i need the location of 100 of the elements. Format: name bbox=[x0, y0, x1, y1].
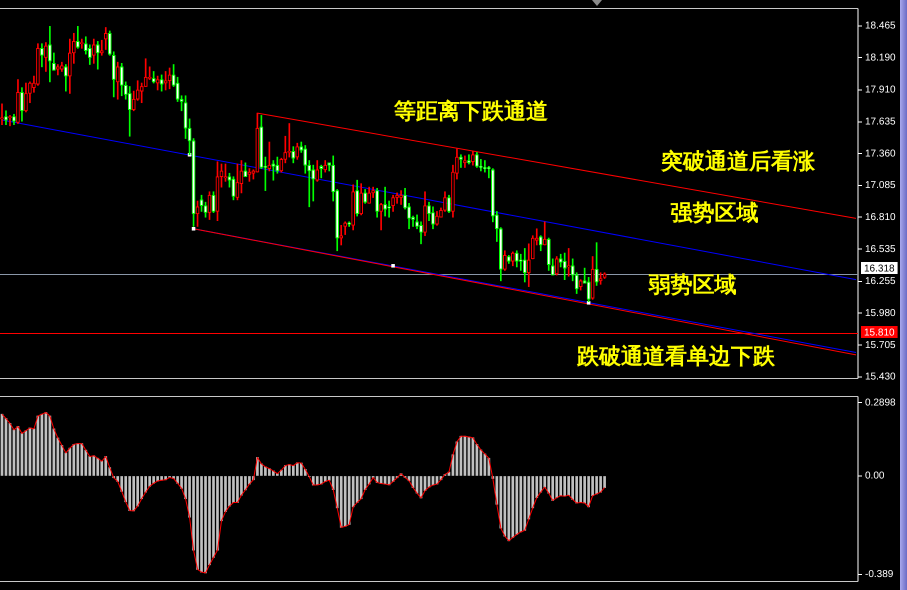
candlestick bbox=[435, 211, 439, 226]
candlestick bbox=[272, 160, 276, 181]
candlestick bbox=[506, 255, 511, 264]
candlestick bbox=[598, 272, 602, 285]
candlestick bbox=[359, 183, 363, 216]
bar bbox=[523, 476, 526, 531]
candlestick bbox=[24, 82, 28, 112]
candlestick bbox=[164, 71, 168, 90]
bar bbox=[72, 444, 76, 476]
bar bbox=[571, 476, 574, 500]
candlestick bbox=[431, 206, 435, 230]
annotation: 强势区域 bbox=[670, 200, 759, 226]
candlestick bbox=[467, 154, 471, 164]
candlestick bbox=[546, 238, 551, 271]
bar bbox=[0, 414, 4, 476]
bar bbox=[559, 476, 562, 496]
candlestick bbox=[92, 38, 96, 64]
y-tick-label: 15.705 bbox=[865, 340, 896, 351]
bar bbox=[128, 476, 132, 511]
bar bbox=[575, 476, 578, 504]
candlestick bbox=[0, 104, 4, 126]
bar bbox=[563, 476, 566, 497]
candlestick bbox=[56, 64, 60, 76]
candlestick bbox=[156, 76, 160, 90]
candlestick bbox=[578, 279, 582, 290]
candlestick bbox=[244, 162, 248, 178]
bar bbox=[579, 476, 582, 503]
y-tick-label: 16.255 bbox=[865, 276, 896, 288]
candlestick bbox=[212, 191, 216, 213]
candlestick bbox=[399, 190, 403, 205]
bar bbox=[595, 476, 598, 494]
bar bbox=[232, 476, 235, 503]
candlestick bbox=[168, 68, 172, 90]
candlestick bbox=[319, 164, 324, 178]
bar bbox=[420, 476, 422, 498]
y-tick-label: 17.085 bbox=[865, 180, 896, 192]
bar bbox=[511, 476, 514, 538]
bar bbox=[44, 412, 48, 476]
annotation: 弱势区域 bbox=[647, 272, 736, 298]
bar bbox=[16, 426, 20, 476]
bar bbox=[344, 476, 347, 527]
annotation: 跌破通道看单边下跌 bbox=[576, 344, 776, 370]
bar bbox=[68, 448, 72, 476]
candlestick bbox=[315, 160, 320, 182]
candlestick bbox=[64, 64, 68, 92]
bar bbox=[36, 416, 40, 476]
bar bbox=[96, 458, 100, 476]
bar bbox=[132, 476, 136, 512]
y-tick-label: 18.465 bbox=[865, 20, 896, 32]
bar bbox=[196, 476, 199, 570]
candlestick bbox=[371, 186, 375, 198]
bar bbox=[484, 454, 486, 476]
bar bbox=[503, 476, 506, 537]
candlestick bbox=[196, 200, 200, 227]
y-tick-label: 15.980 bbox=[865, 308, 896, 319]
candlestick bbox=[12, 114, 16, 126]
candlestick bbox=[483, 160, 487, 172]
candlestick bbox=[8, 115, 12, 126]
candlestick bbox=[514, 250, 519, 268]
y-tick-label: 15.430 bbox=[865, 372, 896, 383]
y-tick-label: 18.190 bbox=[865, 52, 896, 64]
y-tick-label: 17.635 bbox=[865, 116, 896, 128]
bar bbox=[4, 418, 8, 476]
bar bbox=[468, 436, 470, 476]
candlestick bbox=[16, 79, 20, 124]
candlestick bbox=[295, 142, 300, 160]
bar bbox=[464, 436, 466, 476]
bar bbox=[204, 476, 207, 574]
candlestick bbox=[76, 26, 80, 49]
bar bbox=[236, 476, 239, 503]
candlestick bbox=[347, 222, 352, 227]
candlestick bbox=[339, 224, 344, 246]
y-tick-label: 16.535 bbox=[865, 244, 896, 255]
y-tick-label: 17.360 bbox=[865, 148, 896, 160]
bar bbox=[432, 476, 434, 486]
candlestick bbox=[96, 41, 100, 70]
annotation: 突破通道后看涨 bbox=[660, 148, 816, 175]
candlestick bbox=[391, 194, 395, 212]
candlestick bbox=[236, 164, 240, 200]
bar bbox=[76, 443, 80, 476]
bar bbox=[567, 476, 570, 496]
candlestick bbox=[4, 110, 8, 126]
candlestick bbox=[20, 87, 24, 122]
bar bbox=[28, 428, 32, 476]
candlestick bbox=[510, 252, 515, 266]
candlestick bbox=[590, 256, 594, 300]
bar bbox=[80, 443, 84, 476]
candlestick bbox=[276, 156, 280, 174]
bar bbox=[583, 476, 586, 504]
bar bbox=[428, 476, 430, 488]
bar bbox=[555, 476, 558, 498]
candlestick bbox=[459, 154, 463, 168]
point bbox=[192, 227, 196, 231]
candlestick bbox=[375, 188, 379, 218]
candlestick bbox=[44, 42, 48, 72]
bar bbox=[356, 476, 358, 503]
candlestick bbox=[160, 74, 164, 92]
candlestick bbox=[423, 191, 427, 236]
y-tick-label: 0.2898 bbox=[865, 397, 896, 408]
candlestick bbox=[542, 222, 547, 246]
